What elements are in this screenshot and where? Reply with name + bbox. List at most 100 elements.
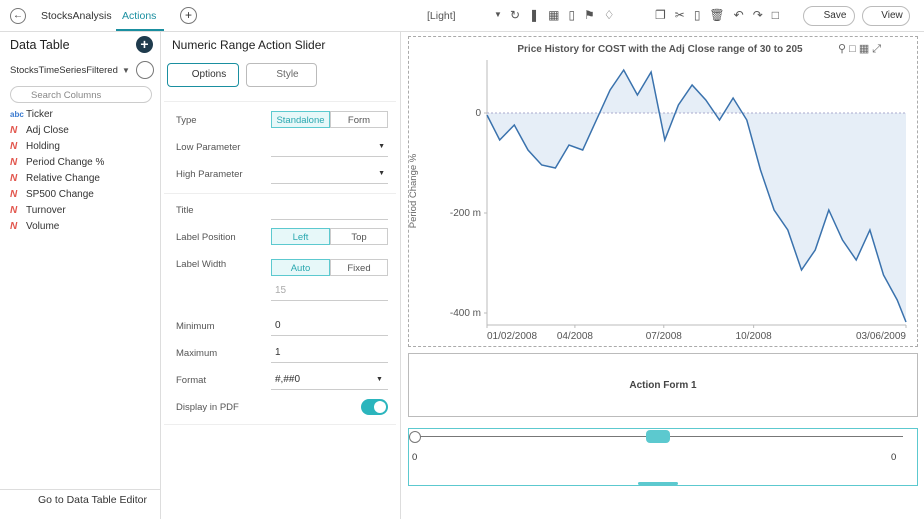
slider-handle[interactable]	[409, 431, 421, 443]
separator	[164, 101, 396, 102]
field-label: Label Position	[176, 232, 236, 243]
seg-option[interactable]: Left	[271, 228, 330, 245]
toggle[interactable]	[361, 399, 388, 415]
data-source[interactable]: StocksTimeSeriesFiltered	[10, 65, 118, 76]
action-form	[408, 353, 918, 417]
x-tick-label: 07/2008	[646, 331, 683, 342]
seg-option[interactable]: Auto	[271, 259, 330, 276]
dropdown[interactable]: #,##0	[271, 371, 388, 390]
column-name: SP500 Change	[26, 189, 94, 200]
column-item[interactable]: N Holding	[10, 140, 60, 154]
edit-icons[interactable]: ❐✂▯🗑↶↷□	[655, 8, 789, 22]
panel-title: Data Table	[10, 38, 70, 52]
tab-options[interactable]: Options	[167, 63, 239, 87]
seg-option[interactable]: Standalone	[271, 111, 330, 128]
settings-title: Numeric Range Action Slider	[172, 38, 326, 52]
column-icon: N	[10, 125, 18, 136]
search-placeholder: Search Columns	[31, 90, 102, 101]
seg-option[interactable]: Form	[330, 111, 388, 128]
toolbar-icons[interactable]: ↻❚▦▯⚑♢	[510, 8, 624, 22]
app-name[interactable]: StocksAnalysis	[41, 10, 112, 22]
y-tick-label: 0	[475, 108, 481, 119]
column-item[interactable]: N Adj Close	[10, 124, 69, 138]
column-item[interactable]: N Turnover	[10, 204, 66, 218]
resize-handle[interactable]	[638, 482, 678, 485]
view-button[interactable]: View	[862, 6, 910, 26]
slider-drag[interactable]	[646, 430, 670, 443]
column-item[interactable]: abc Ticker	[10, 108, 53, 122]
divider	[160, 31, 161, 519]
field-label: Display in PDF	[176, 402, 239, 413]
editor-link[interactable]: Go to Data Table Editor	[38, 494, 147, 506]
text-input[interactable]	[271, 201, 388, 220]
separator	[164, 424, 396, 425]
field-label: Format	[176, 375, 207, 386]
column-name: Relative Change	[26, 173, 100, 184]
y-axis-label: Period Change %	[408, 153, 419, 228]
dropdown[interactable]: ▼	[271, 138, 388, 157]
source-arrow: ▼	[122, 66, 130, 75]
text-input[interactable]: 15	[271, 282, 388, 301]
back-button[interactable]: ←	[10, 8, 26, 24]
column-item[interactable]: N Period Change %	[10, 156, 104, 170]
divider	[400, 31, 401, 519]
x-tick-label: 01/02/2008	[487, 331, 537, 342]
line	[486, 68, 907, 323]
top-bar	[0, 0, 924, 32]
field-label: Maximum	[176, 348, 218, 359]
x-tick-label: 03/06/2009	[856, 331, 906, 342]
field-label: High Parameter	[176, 169, 243, 180]
y-tick-label: -400 m	[450, 308, 481, 319]
chart: Price History for COST with the Adj Clos…	[408, 43, 907, 342]
text-input[interactable]: 0	[271, 317, 388, 336]
search-box[interactable]	[10, 86, 152, 103]
action-form-label[interactable]: Action Form 1	[629, 380, 697, 391]
tab-style[interactable]: Style	[246, 63, 317, 87]
column-icon: N	[10, 205, 18, 216]
area	[487, 70, 906, 322]
column-name: Holding	[26, 141, 60, 152]
footer-line	[0, 489, 160, 490]
add-tab[interactable]: +	[180, 7, 197, 24]
column-icon: abc	[10, 110, 24, 119]
theme-select[interactable]: [Light]	[427, 10, 456, 22]
edit-source[interactable]	[136, 61, 154, 79]
slider-frame	[408, 428, 918, 486]
column-icon: N	[10, 189, 18, 200]
column-name: Ticker	[26, 109, 53, 120]
field-label: Minimum	[176, 321, 215, 332]
save-button[interactable]: Save	[803, 6, 855, 26]
column-icon: N	[10, 157, 18, 168]
theme-arrow: ▼	[494, 10, 502, 19]
tab-underline	[116, 29, 164, 31]
column-icon: N	[10, 221, 18, 232]
slider-max-label: 0	[891, 452, 897, 463]
x-tick-label: 10/2008	[736, 331, 773, 342]
chart-title: Price History for COST with the Adj Clos…	[517, 44, 803, 55]
column-item[interactable]: N Relative Change	[10, 172, 100, 186]
add-button[interactable]: +	[136, 36, 153, 53]
y-tick-label: -200 m	[450, 208, 481, 219]
field-label: Type	[176, 115, 197, 126]
field-label: Title	[176, 205, 194, 216]
text-input[interactable]: 1	[271, 344, 388, 363]
slider-min-label: 0	[412, 452, 418, 463]
x-tick-label: 04/2008	[557, 331, 594, 342]
field-label: Low Parameter	[176, 142, 241, 153]
chart-frame	[408, 36, 918, 347]
column-name: Adj Close	[26, 125, 69, 136]
column-name: Period Change %	[26, 157, 105, 168]
separator	[164, 193, 396, 194]
column-name: Turnover	[26, 205, 66, 216]
dropdown[interactable]: ▼	[271, 165, 388, 184]
column-item[interactable]: N Volume	[10, 220, 59, 234]
column-icon: N	[10, 173, 18, 184]
seg-option[interactable]: Top	[330, 228, 388, 245]
column-item[interactable]: N SP500 Change	[10, 188, 94, 202]
column-name: Volume	[26, 221, 60, 232]
chart-tools[interactable]: ⚲ □ ▦ ⤢	[838, 43, 881, 55]
dropdown-arrow: ▼	[376, 376, 383, 383]
seg-option[interactable]: Fixed	[330, 259, 388, 276]
tab-actions[interactable]: Actions	[122, 10, 157, 22]
